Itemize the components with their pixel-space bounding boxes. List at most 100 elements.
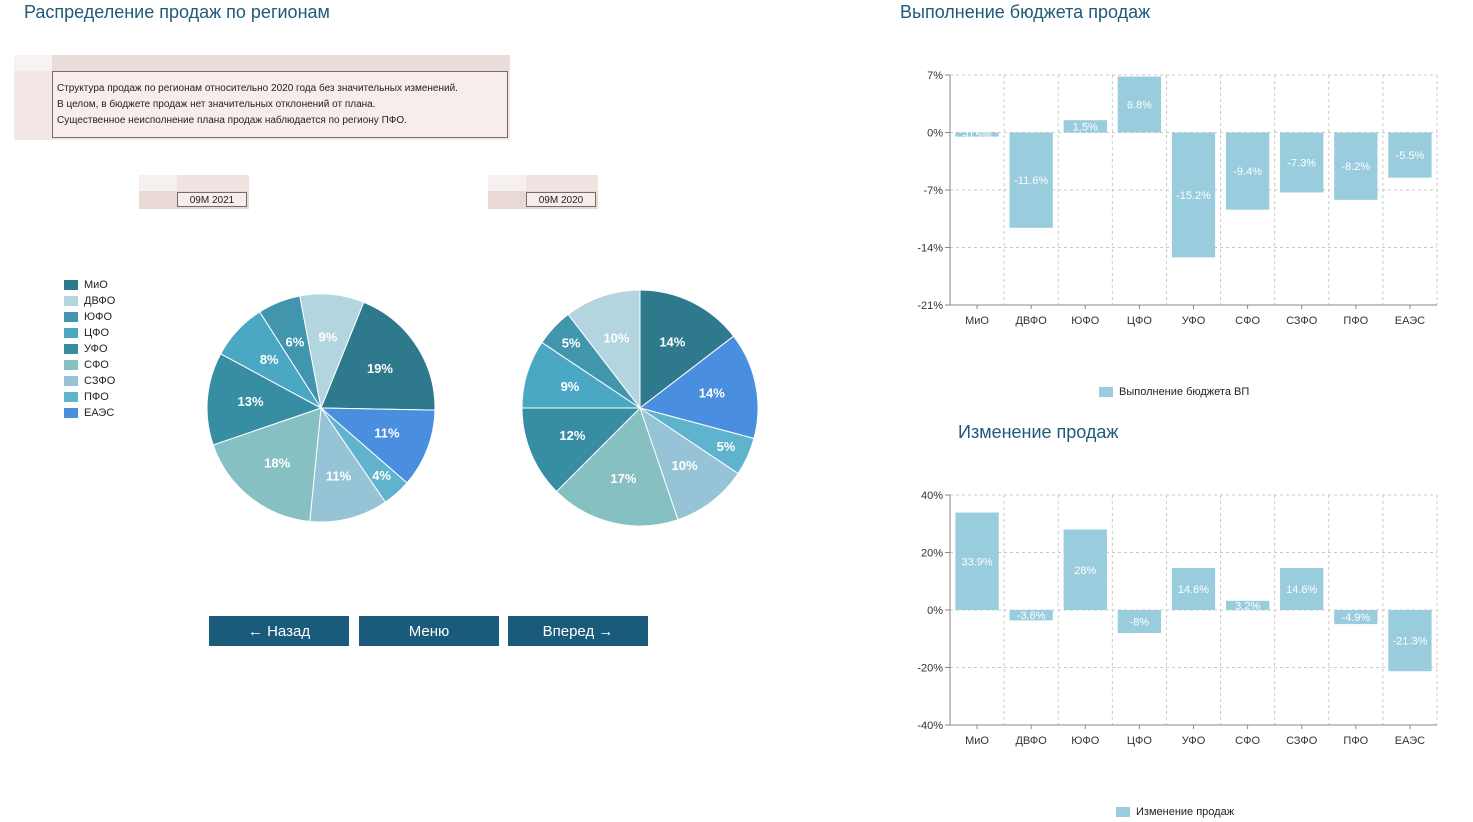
bar-value-label: -9.4% [1233,166,1262,178]
bar-МиО[interactable] [955,512,999,610]
legend-swatch [64,344,78,354]
pie-slice-label: 9% [319,330,338,345]
period-selector-2021: 09M 2021 [139,175,249,211]
x-tick-label: ПФО [1343,735,1368,747]
bar-value-label: -7.3% [1287,157,1316,169]
bar-УФО[interactable] [1171,568,1216,610]
period-cell-2020[interactable]: 09M 2020 [526,192,596,207]
bar-ДВФО[interactable] [1009,132,1053,228]
back-button[interactable]: ← Назад [209,616,349,646]
x-tick-label: ЦФО [1127,315,1153,327]
bar-ЦФО[interactable] [1117,76,1162,133]
pie-slice-СФО[interactable] [212,407,322,522]
pie-slice-label: 13% [238,394,264,409]
change-bar-chart: 40% 20% 0% -20% -40% 33.9% МиО -3.6% ДВФО 28% ЮФО -… [917,490,1438,747]
pie-slice-label: 6% [286,334,305,349]
legend-item: ПФО [64,389,115,405]
legend-item: ЮФО [64,309,115,325]
bar-СФО[interactable] [1225,132,1270,210]
bar-value-label: -8% [1130,617,1150,629]
pie-slice-label: 11% [326,468,352,483]
bar-ЮФО[interactable] [1063,120,1107,133]
bar-ДВФО[interactable] [1009,610,1053,621]
x-tick-label: УФО [1182,315,1206,327]
pie-slice-label: 5% [562,335,581,350]
pie-slice-label: 14% [699,386,725,401]
pie-slice-ЕАЭС[interactable] [319,407,436,484]
change-chart-legend: Изменение продаж [1116,806,1234,818]
legend-item: СФО [64,357,115,373]
legend-label: СЗФО [84,375,116,387]
bar-value-label: -5.5% [1396,150,1425,162]
pie-slice-label: 14% [659,334,685,349]
budget-bar-chart: 7% 0% -7% -14% -21% -0.5% МиО -11.6% ДВФО 1.5% ЮФО… [917,70,1438,327]
pie-slice-СЗФО[interactable] [309,406,387,523]
bar-УФО[interactable] [1171,132,1216,258]
pie-slice-label: 12% [559,428,585,443]
pie-slice-ДВФО[interactable] [299,293,365,410]
bar-СЗФО[interactable] [1280,568,1324,610]
x-tick-label: ДВФО [1015,735,1047,747]
bar-СЗФО[interactable] [1280,132,1324,193]
bar-value-label: 6.8% [1127,100,1152,112]
x-tick-label: СЗФО [1286,315,1318,327]
legend-swatch [64,312,78,322]
forward-button[interactable]: Вперед → [508,616,648,646]
bar-value-label: 14.6% [1286,584,1317,596]
legend-label: ЕАЭС [84,407,115,419]
budget-chart-legend: Выполнение бюджета ВП [1099,386,1249,398]
x-tick-label: МиО [965,315,989,327]
legend-swatch [64,376,78,386]
bar-СФО[interactable] [1225,600,1270,610]
pie-slice-label: 19% [367,361,393,376]
pie-legend: МиО ДВФО ЮФО ЦФО УФО СФО СЗФО ПФО ЕАЭС [64,277,115,421]
legend-swatch [64,360,78,370]
pie-slice-label: 9% [561,379,580,394]
pie-slice-СФО[interactable] [555,407,679,527]
change-legend-label: Изменение продаж [1136,806,1235,818]
pie-slice-МиО[interactable] [320,301,436,411]
bar-value-label: 14.6% [1178,584,1209,596]
x-tick-label: СЗФО [1286,735,1318,747]
bar-value-label: 1.5% [1073,121,1098,133]
x-tick-label: ПФО [1343,315,1368,327]
x-tick-label: ЕАЭС [1395,735,1425,747]
pie-2021: 19% 11% 4% 11% 18% 13% 8% 6% 9% [206,293,436,523]
period-cell-2021[interactable]: 09M 2021 [177,192,247,207]
bar-ПФО[interactable] [1334,132,1378,200]
legend-label: ПФО [84,391,109,403]
bar-ПФО[interactable] [1334,610,1378,625]
bar-ЦФО[interactable] [1117,610,1162,633]
pie-2020: 14% 14% 5% 10% 17% 12% 9% 5% 10% [521,289,759,527]
pie-slice-label: 18% [264,455,290,470]
pie-slice-СЗФО[interactable] [639,406,739,521]
pie-slice-ДВФО[interactable] [567,289,641,410]
pie-slice-label: 5% [717,439,736,454]
x-tick-label: ЮФО [1071,735,1099,747]
bar-ЕАЭС[interactable] [1388,132,1432,178]
y-tick-label: 0% [927,128,943,140]
pie-slice-ЕАЭС[interactable] [638,335,759,440]
legend-label: ДВФО [84,295,116,307]
pie-slice-УФО[interactable] [206,353,323,446]
bar-ЮФО[interactable] [1063,529,1107,611]
pie-slice-label: 10% [672,458,698,473]
comment-box[interactable]: Структура продаж по регионам относительн… [52,71,508,138]
bar-ЕАЭС[interactable] [1388,610,1432,672]
bar-value-label: 33.9% [961,556,992,568]
comment-panel: Структура продаж по регионам относительн… [14,55,510,140]
pie-slice-МиО[interactable] [639,289,735,410]
y-tick-label: 7% [927,70,943,82]
legend-swatch [64,328,78,338]
bar-МиО[interactable] [955,132,999,137]
menu-button[interactable]: Меню [359,616,499,646]
x-tick-label: ДВФО [1015,315,1047,327]
pie-slice-УФО[interactable] [521,407,642,493]
bar-value-label: -11.6% [1014,175,1048,187]
legend-item: УФО [64,341,115,357]
legend-label: ЦФО [84,327,110,339]
bar-value-label: -21.3% [1393,636,1428,648]
pie-slice-label: 11% [374,425,400,440]
legend-label: ЮФО [84,311,113,323]
